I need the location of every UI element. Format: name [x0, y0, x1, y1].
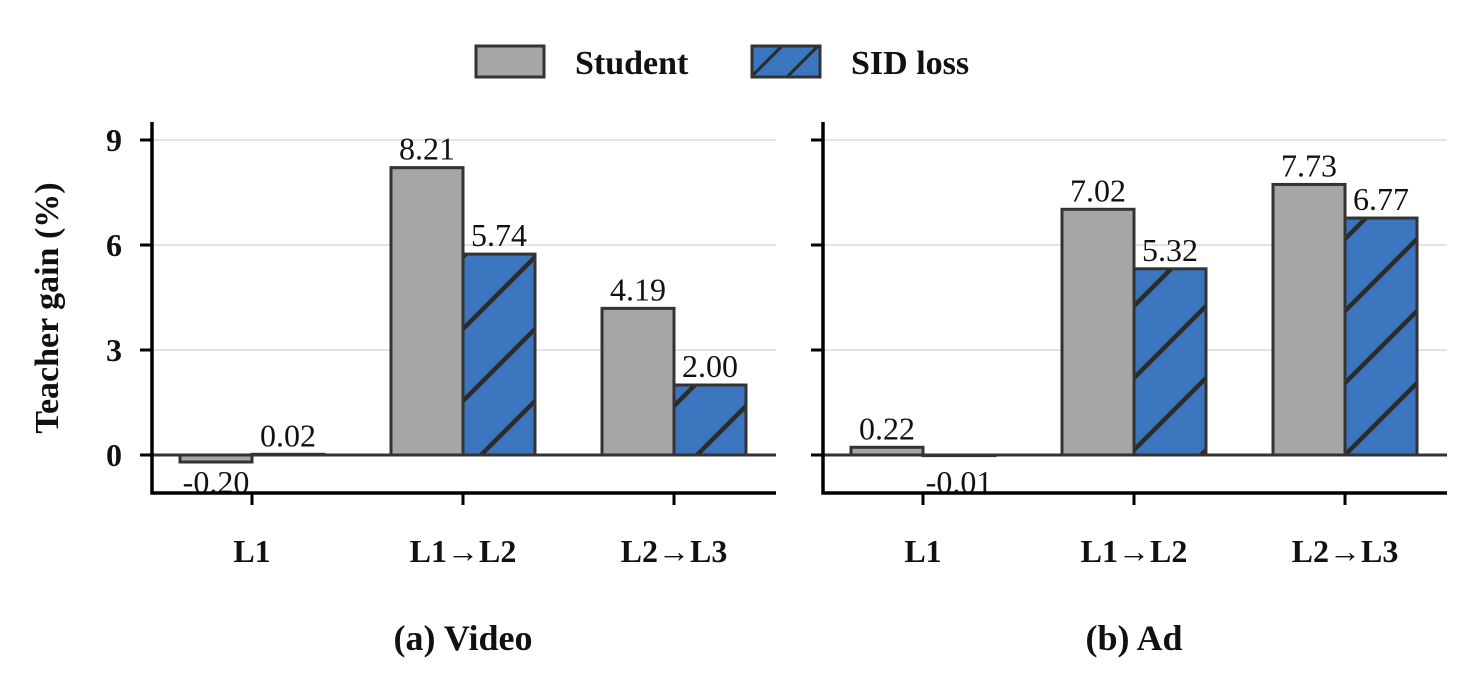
- value-label: 2.00: [682, 348, 738, 384]
- panel-video-bars: [178, 166, 748, 464]
- x-tick-label: L2→L3: [621, 533, 728, 569]
- panel-ad-title: (b) Ad: [1085, 618, 1182, 658]
- panel-video-value-labels: -0.208.214.190.025.742.00: [183, 131, 738, 500]
- value-label: 4.19: [610, 271, 666, 307]
- bar-student-l1-l2: [1060, 207, 1136, 457]
- x-tick-label: L1: [233, 533, 270, 569]
- y-tick-label: 3: [106, 332, 122, 368]
- bar-sid-loss-l2-l3: [672, 383, 748, 457]
- legend-item-student: Student: [474, 44, 689, 82]
- legend-label-sid-loss: SID loss: [851, 45, 969, 82]
- y-tick-label: 6: [106, 227, 122, 263]
- y-axis-label: Teacher gain (%): [29, 182, 66, 433]
- value-label: 7.02: [1070, 172, 1126, 208]
- x-tick-label: L2→L3: [1292, 533, 1399, 569]
- value-label: 8.21: [399, 131, 455, 167]
- bar-sid-loss-l1-l2: [1132, 267, 1208, 457]
- y-tick-label: 0: [106, 437, 122, 473]
- panel-video-title: (a) Video: [394, 618, 533, 658]
- value-label: 0.22: [859, 410, 915, 446]
- x-tick-label: L1→L2: [1081, 533, 1188, 569]
- legend-item-sid-loss: SID loss: [750, 44, 969, 82]
- value-label: 6.77: [1353, 181, 1409, 217]
- value-label: 0.02: [260, 417, 316, 453]
- bar-sid-loss-l1-l2: [461, 252, 537, 457]
- bar-student-l2-l3: [1271, 182, 1347, 457]
- bar-student-l1-l2: [389, 166, 465, 457]
- legend-label-student: Student: [575, 45, 689, 82]
- panel-ad: 0.227.027.73-0.015.326.77 L1 L1→L2 L2→L3 (…: [811, 122, 1447, 658]
- legend-swatch-student: [474, 44, 546, 79]
- x-tick-label: L1: [904, 533, 941, 569]
- y-tick-label: 9: [106, 122, 122, 158]
- bar-sid-loss-l2-l3: [1343, 216, 1419, 457]
- panel-ad-axes: L1 L1→L2 L2→L3: [811, 122, 1447, 569]
- x-tick-label: L1→L2: [410, 533, 517, 569]
- value-label: 5.74: [471, 217, 527, 253]
- value-label: 7.73: [1281, 147, 1337, 183]
- panel-video-axes: 0 3 6 9 L1 L1→L2 L2→L3: [106, 122, 776, 569]
- panel-ad-bars: [849, 182, 1419, 458]
- bar-student-l2-l3: [600, 306, 676, 457]
- legend: Student SID loss: [474, 44, 969, 82]
- value-label: 5.32: [1142, 232, 1198, 268]
- panel-ad-value-labels: 0.227.027.73-0.015.326.77: [859, 147, 1409, 500]
- legend-swatch-sid-loss: [750, 44, 822, 79]
